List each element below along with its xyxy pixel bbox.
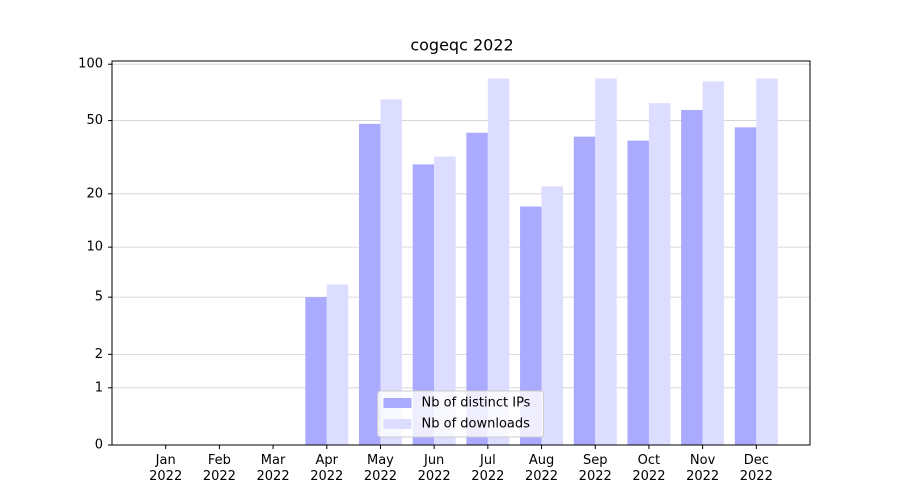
y-tick-label: 10 — [86, 240, 103, 255]
bar — [434, 156, 456, 445]
x-tick-label: Feb 2022 — [202, 453, 236, 484]
bar — [648, 103, 671, 446]
bar — [595, 78, 617, 446]
x-tick-label: Jan 2022 — [149, 453, 183, 484]
y-tick-label: 1 — [95, 380, 103, 395]
bar — [358, 123, 381, 445]
plot-frame — [111, 60, 811, 446]
x-tick-label: Jul 2022 — [471, 453, 505, 484]
chart-title: cogeqc 2022 — [410, 36, 513, 55]
x-tick-label: Jun 2022 — [417, 453, 451, 484]
bar — [573, 136, 596, 445]
y-tick-label: 100 — [78, 57, 103, 72]
bar — [756, 78, 778, 446]
bar — [627, 140, 649, 445]
legend-label: Nb of downloads — [422, 417, 531, 432]
bar — [702, 81, 725, 445]
bar — [520, 206, 542, 445]
bar — [734, 127, 757, 446]
y-tick-label: 5 — [95, 290, 103, 305]
bar — [466, 132, 488, 445]
y-tick-label: 2 — [95, 347, 103, 362]
x-tick-label: Apr 2022 — [310, 453, 344, 484]
x-tick-label: Sep 2022 — [578, 453, 612, 484]
legend-swatch — [383, 398, 412, 408]
x-tick-label: Oct 2022 — [632, 453, 666, 484]
legend-swatch — [383, 419, 412, 429]
x-tick-label: Mar 2022 — [256, 453, 290, 484]
x-tick-label: May 2022 — [363, 453, 397, 484]
x-tick-label: Nov 2022 — [686, 453, 720, 484]
y-tick-label: 50 — [86, 113, 103, 128]
legend-box — [377, 390, 544, 438]
bar — [681, 109, 703, 445]
bar — [412, 164, 435, 445]
bar — [305, 297, 327, 445]
x-tick-label: Dec 2022 — [739, 453, 773, 484]
bar — [326, 284, 349, 445]
legend-label: Nb of distinct IPs — [422, 396, 531, 411]
y-tick-label: 0 — [95, 438, 103, 453]
x-tick-label: Aug 2022 — [524, 453, 559, 484]
y-tick-label: 20 — [86, 186, 103, 201]
bar — [380, 99, 402, 445]
bar — [487, 78, 510, 446]
grid — [112, 63, 810, 446]
bar — [541, 186, 564, 446]
